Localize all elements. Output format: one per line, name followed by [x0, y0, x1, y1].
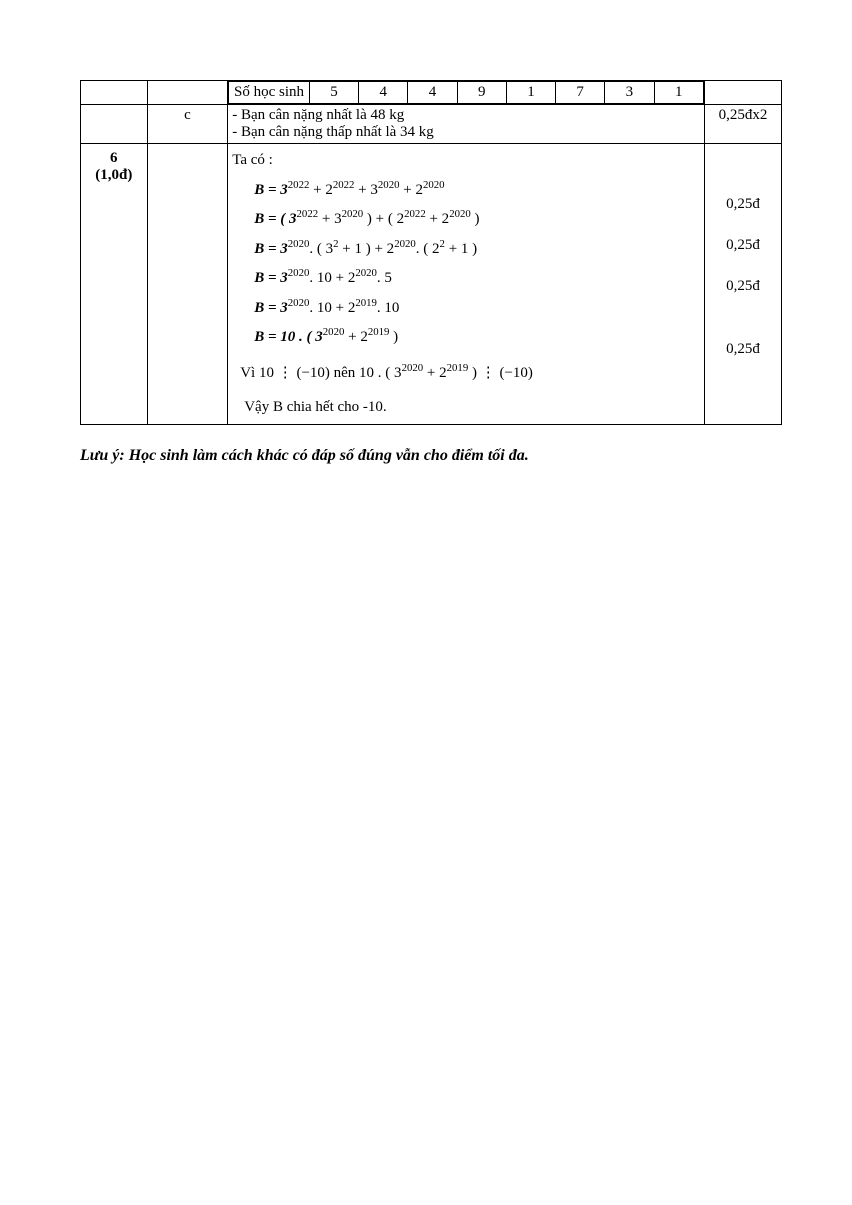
inner-cell: 4 — [359, 82, 408, 104]
question-number: 6 — [110, 150, 118, 166]
question-points: (1,0đ) — [95, 167, 132, 183]
inner-cell: 5 — [309, 82, 358, 104]
inner-cell: 9 — [457, 82, 506, 104]
points-value: 0,25đ — [709, 278, 777, 295]
points-cell: 0,25đx2 — [704, 105, 781, 144]
subpart-label: c — [147, 105, 228, 144]
inner-cell: 1 — [506, 82, 555, 104]
question-cell-empty — [81, 105, 148, 144]
table-row: Số học sinh 5 4 4 9 1 7 3 1 — [81, 81, 782, 105]
math-line: Vì 10 ⋮ (−10) nên 10 . ( 32020 + 22019 )… — [232, 358, 700, 388]
inner-cell: 1 — [654, 82, 703, 104]
subpart-cell-empty — [147, 81, 228, 105]
question-label: 6 (1,0đ) — [81, 144, 148, 425]
inner-cell: 4 — [408, 82, 457, 104]
math-conclusion: Vậy B chia hết cho -10. — [232, 393, 700, 422]
student-weight-table: Số học sinh 5 4 4 9 1 7 3 1 — [228, 81, 704, 104]
answer-line: - Bạn cân nặng thấp nhất là 34 kg — [232, 124, 700, 141]
math-line: B = ( 32022 + 32020 ) + ( 22022 + 22020 … — [254, 204, 700, 234]
points-cell-multi: 0,25đ 0,25đ 0,25đ 0,25đ — [704, 144, 781, 425]
points-value: 0,25đ — [709, 196, 777, 213]
subpart-cell-empty — [147, 144, 228, 425]
answer-cell-math: Ta có : B = 32022 + 22022 + 32020 + 2202… — [228, 144, 705, 425]
inner-cell: 7 — [556, 82, 605, 104]
math-intro: Ta có : — [232, 146, 700, 175]
footer-note: Lưu ý: Học sinh làm cách khác có đáp số … — [80, 447, 782, 465]
question-cell-empty — [81, 81, 148, 105]
points-value: 0,25đ — [709, 237, 777, 254]
table-row: 6 (1,0đ) Ta có : B = 32022 + 22022 + 320… — [81, 144, 782, 425]
math-line: B = 32020. 10 + 22019. 10 — [254, 293, 700, 323]
table-row: c - Bạn cân nặng nhất là 48 kg - Bạn cân… — [81, 105, 782, 144]
math-line: B = 32022 + 22022 + 32020 + 22020 — [254, 175, 700, 205]
answer-cell: - Bạn cân nặng nhất là 48 kg - Bạn cân n… — [228, 105, 705, 144]
math-line: B = 32020. 10 + 22020. 5 — [254, 263, 700, 293]
answer-key-table: Số học sinh 5 4 4 9 1 7 3 1 c - Bạn cân … — [80, 80, 782, 425]
answer-line: - Bạn cân nặng nhất là 48 kg — [232, 107, 700, 124]
answer-cell-inner-table: Số học sinh 5 4 4 9 1 7 3 1 — [228, 81, 705, 105]
points-cell-empty — [704, 81, 781, 105]
points-value: 0,25đ — [709, 341, 777, 358]
inner-cell: 3 — [605, 82, 654, 104]
math-line: B = 10 . ( 32020 + 22019 ) — [254, 322, 700, 352]
math-line: B = 32020. ( 32 + 1 ) + 22020. ( 22 + 1 … — [254, 234, 700, 264]
inner-label: Số học sinh — [229, 82, 310, 104]
